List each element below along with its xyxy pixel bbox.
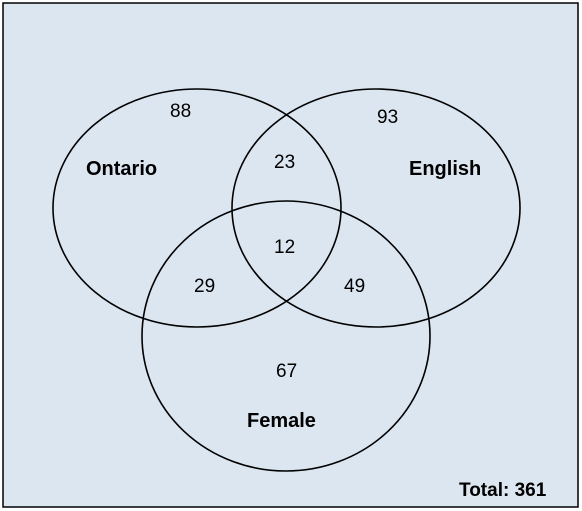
circle-ontario [52,88,342,328]
count-ontario-female: 29 [194,276,215,297]
circle-female [141,200,431,472]
count-ontario-only: 88 [170,101,191,122]
count-english-female: 49 [344,276,365,297]
total-label: Total: 361 [459,480,547,501]
label-female: Female [247,410,316,432]
count-all-three: 12 [274,237,295,258]
count-female-only: 67 [276,361,297,382]
label-english: English [409,158,481,180]
count-ontario-english: 23 [274,152,295,173]
label-ontario: Ontario [86,158,157,180]
count-english-only: 93 [377,107,398,128]
circle-english [231,88,521,328]
